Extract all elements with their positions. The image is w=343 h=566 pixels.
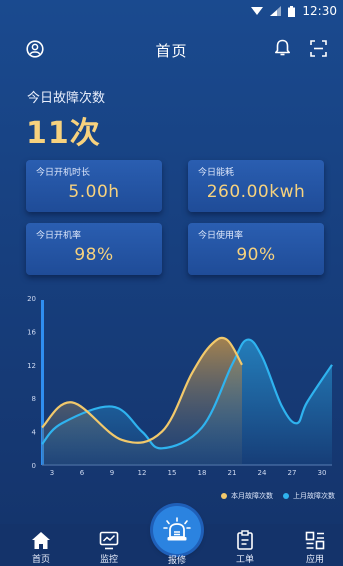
card-label: 今日能耗 xyxy=(198,168,235,178)
y-axis-line xyxy=(41,300,44,465)
tab-label: 监控 xyxy=(99,555,118,565)
x-tick-label: 21 xyxy=(228,469,237,477)
x-tick-label: 27 xyxy=(288,469,297,477)
x-tick-label: 3 xyxy=(50,469,54,477)
tab-monitor[interactable]: 监控 xyxy=(79,530,139,565)
card-value: 90% xyxy=(236,245,276,265)
x-tick-label: 6 xyxy=(80,469,85,477)
x-tick-label: 15 xyxy=(168,469,177,477)
repair-button[interactable] xyxy=(153,506,201,554)
alarm-light-icon xyxy=(163,517,191,541)
x-tick-label: 12 xyxy=(138,469,147,477)
y-tick-label: 8 xyxy=(32,395,36,403)
tab-label: 工单 xyxy=(235,555,254,565)
card-value: 260.00kwh xyxy=(206,182,306,202)
x-tick-label: 24 xyxy=(258,469,267,477)
x-tick-label: 9 xyxy=(110,469,114,477)
tab-label: 首页 xyxy=(31,555,50,565)
series-this-month-line xyxy=(41,336,243,444)
card-runtime[interactable]: 今日开机时长 5.00h xyxy=(26,160,162,212)
app-header: 首页 xyxy=(0,34,343,64)
card-label: 今日开机率 xyxy=(36,231,82,241)
y-tick-label: 12 xyxy=(27,362,36,370)
card-usage-rate[interactable]: 今日使用率 90% xyxy=(188,223,324,275)
clipboard-icon xyxy=(237,530,253,550)
card-label: 今日使用率 xyxy=(198,231,244,241)
repair-label: 报修 xyxy=(167,556,186,566)
series-last-month-area xyxy=(42,339,332,465)
battery-icon xyxy=(288,5,296,17)
chart-legend: 本月故障次数 上月故障次数 xyxy=(221,491,335,501)
scan-icon[interactable] xyxy=(310,40,327,57)
legend-swatch-last-month xyxy=(283,493,289,499)
bell-icon[interactable] xyxy=(274,39,291,57)
card-value: 98% xyxy=(74,245,114,265)
card-label: 今日开机时长 xyxy=(36,168,91,178)
card-power-on-rate[interactable]: 今日开机率 98% xyxy=(26,223,162,275)
monitor-icon xyxy=(99,531,119,549)
wifi-icon xyxy=(251,7,264,15)
tab-home[interactable]: 首页 xyxy=(11,530,71,565)
y-tick-label: 0 xyxy=(32,462,36,470)
x-tick-label: 30 xyxy=(318,469,327,477)
x-tick-label: 18 xyxy=(198,469,207,477)
status-time: 12:30 xyxy=(302,4,337,18)
card-value: 5.00h xyxy=(68,182,120,202)
fault-count-label: 今日故障次数 xyxy=(27,91,106,106)
legend-swatch-this-month xyxy=(221,493,227,499)
home-icon xyxy=(32,531,50,549)
series-last-month-line xyxy=(41,338,333,450)
legend-label: 上月故障次数 xyxy=(293,492,335,500)
series-this-month-area xyxy=(42,337,242,465)
tab-label: 应用 xyxy=(305,555,324,565)
legend-item: 上月故障次数 xyxy=(283,491,335,501)
user-icon[interactable] xyxy=(26,40,44,58)
tab-apps[interactable]: 应用 xyxy=(285,530,343,565)
tab-work-order[interactable]: 工单 xyxy=(215,530,275,565)
page-title: 首页 xyxy=(155,42,188,60)
y-tick-label: 4 xyxy=(32,429,37,437)
y-tick-label: 20 xyxy=(27,295,36,303)
card-energy[interactable]: 今日能耗 260.00kwh xyxy=(188,160,324,212)
signal-icon xyxy=(270,6,282,16)
legend-item: 本月故障次数 xyxy=(221,491,273,501)
apps-icon xyxy=(305,531,325,549)
fault-trend-chart: 0 4 8 12 16 20 3 6 9 12 15 18 21 24 27 30 xyxy=(27,295,333,477)
status-bar: 12:30 xyxy=(0,0,343,22)
legend-label: 本月故障次数 xyxy=(231,492,273,500)
y-tick-label: 16 xyxy=(27,328,36,336)
fault-count-value: 11次 xyxy=(26,116,101,151)
